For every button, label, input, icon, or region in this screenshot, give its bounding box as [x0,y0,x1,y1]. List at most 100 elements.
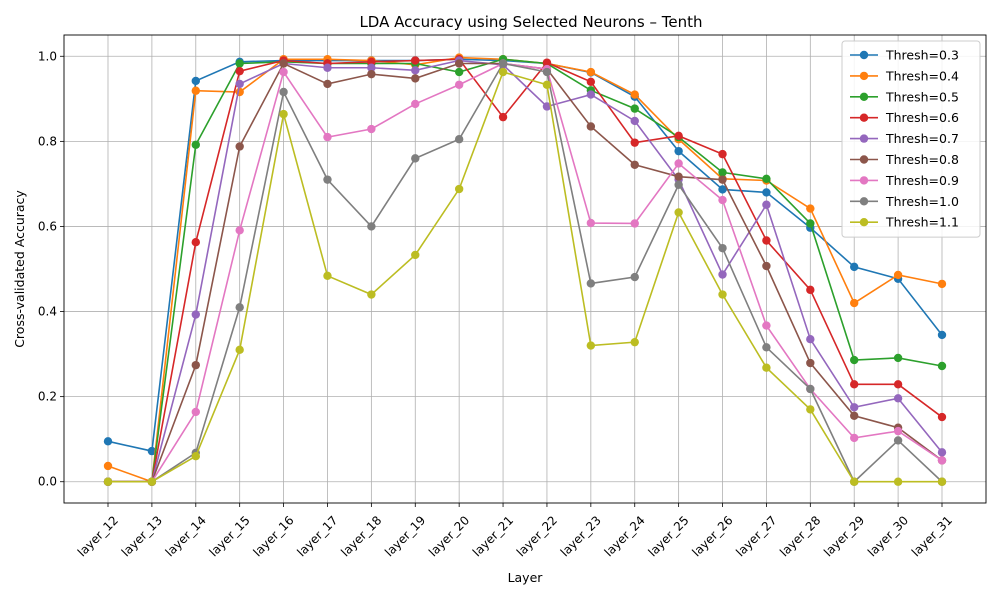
legend-label: Thresh=0.3 [885,48,959,63]
data-point [235,345,244,355]
data-point [937,412,947,422]
legend-item: Thresh=0.3 [850,48,959,63]
data-point [454,184,464,194]
series-line [108,62,943,483]
series-layer [103,53,947,486]
legend-marker [859,71,869,81]
data-point [411,250,420,260]
data-point [411,74,420,83]
data-point [191,237,200,247]
data-point [498,67,508,77]
data-point [279,59,288,68]
legend-item: Thresh=0.8 [850,152,959,167]
data-point [279,67,288,77]
y-axis-label: Cross-validated Accuracy [12,190,27,348]
data-point [718,149,727,159]
data-point [323,271,332,281]
data-point [191,407,200,417]
data-point [893,477,903,486]
series-line [108,71,942,483]
data-point [674,208,683,217]
data-point [586,77,596,87]
data-point [586,90,596,99]
data-point [147,446,157,456]
legend-label: Thresh=0.9 [885,173,959,188]
data-point [630,116,639,126]
data-point [850,298,859,308]
data-point [630,160,639,169]
data-point [542,102,552,111]
legend-item: Thresh=1.1 [850,215,959,230]
data-point [103,437,113,446]
data-point [103,461,113,471]
data-point [937,279,947,289]
data-point [893,426,903,436]
data-point [806,204,815,213]
data-point [762,188,771,197]
data-point [893,353,903,363]
legend-label: Thresh=0.7 [885,131,959,146]
data-point [191,140,200,149]
data-point [674,146,683,156]
legend: Thresh=0.3 Thresh=0.4 Thresh=0.5 Thresh=0.6… [841,40,981,238]
data-point [674,159,683,168]
legend-item: Thresh=0.7 [850,131,959,146]
data-point [850,411,859,420]
grid-lines [64,35,986,503]
data-point [191,310,200,319]
data-point [279,109,288,119]
data-point [674,180,683,189]
y-tick-label: 0.0 [38,475,57,489]
data-point [762,321,771,330]
data-point [718,243,727,253]
series-line [108,58,943,483]
data-point [762,363,771,372]
data-point [235,59,244,68]
data-point [411,56,420,65]
data-point [103,477,113,486]
legend-marker [859,92,869,102]
data-point [191,86,200,95]
x-axis-label: Layer [508,570,544,585]
legend-item: Thresh=0.6 [850,110,959,125]
data-point [630,219,639,228]
data-point [191,76,200,86]
data-point [586,122,596,131]
data-point [718,195,727,205]
legend-item: Thresh=0.5 [850,89,959,104]
data-point [235,303,244,312]
data-point [937,361,947,371]
legend-label: Thresh=0.5 [885,89,959,104]
legend-marker [859,197,869,206]
data-point [937,448,947,457]
data-point [542,80,552,89]
data-point [850,380,859,389]
legend-item: Thresh=1.0 [850,194,959,209]
data-point [630,138,639,147]
data-point [323,79,332,89]
data-point [454,135,464,144]
legend-item: Thresh=0.4 [850,68,959,83]
data-point [762,236,771,245]
y-tick-label: 1.0 [38,49,57,63]
y-tick-label: 0.8 [38,134,57,148]
data-point [806,335,815,344]
data-point [630,272,639,282]
series-thresh-1-1 [103,67,947,486]
legend-label: Thresh=1.1 [885,215,959,230]
legend-marker [859,113,869,122]
data-point [367,124,376,134]
data-point [323,175,332,184]
data-point [586,279,596,288]
data-point [806,384,815,394]
data-point [718,290,727,299]
data-point [235,66,244,76]
data-point [850,477,859,486]
data-point [850,403,859,412]
data-point [191,360,200,370]
data-point [235,142,244,151]
y-axis: 0.0 0.2 0.4 0.6 0.8 1.0 [38,49,64,489]
series-line [108,58,943,483]
